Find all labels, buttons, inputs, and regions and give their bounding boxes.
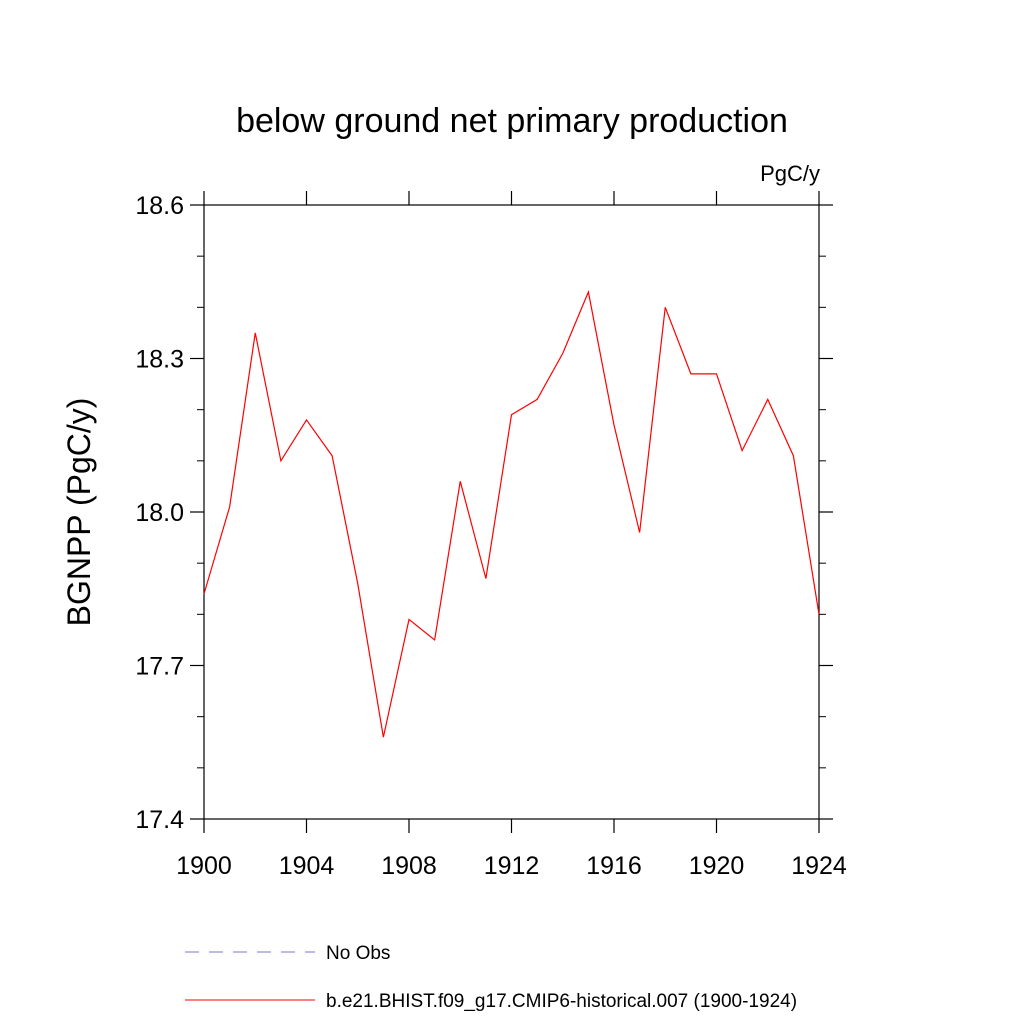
plot-frame bbox=[203, 204, 820, 820]
legend: No Obs b.e21.BHIST.f09_g17.CMIP6-historic… bbox=[185, 943, 797, 1012]
y-tick-label: 18.3 bbox=[135, 346, 184, 374]
y-axis-label: BGNPP (PgC/y) bbox=[61, 398, 97, 627]
series-layer bbox=[203, 289, 820, 738]
y-tick-label: 17.7 bbox=[135, 653, 184, 681]
legend-label: b.e21.BHIST.f09_g17.CMIP6-historical.007… bbox=[326, 991, 797, 1012]
x-tick-label: 1912 bbox=[484, 852, 540, 880]
y-tick-label: 18.6 bbox=[135, 192, 184, 220]
y-tick-label: 17.4 bbox=[135, 806, 184, 834]
x-tick-label: 1924 bbox=[791, 852, 847, 880]
x-tick-label: 1920 bbox=[689, 852, 745, 880]
y-tick-label: 18.0 bbox=[135, 499, 184, 527]
x-tick-label: 1900 bbox=[176, 852, 232, 880]
units-label: PgC/y bbox=[760, 161, 820, 186]
x-tick-label: 1904 bbox=[279, 852, 335, 880]
axis-ticks: 17.4 17.7 18.0 18.3 18.6 1900 1904 1908 1912 1916… bbox=[135, 191, 847, 880]
x-tick-label: 1916 bbox=[586, 852, 642, 880]
x-tick-label: 1908 bbox=[381, 852, 437, 880]
chart-title: below ground net primary production bbox=[236, 102, 788, 140]
legend-label: No Obs bbox=[326, 943, 390, 964]
series-line bbox=[203, 289, 820, 738]
